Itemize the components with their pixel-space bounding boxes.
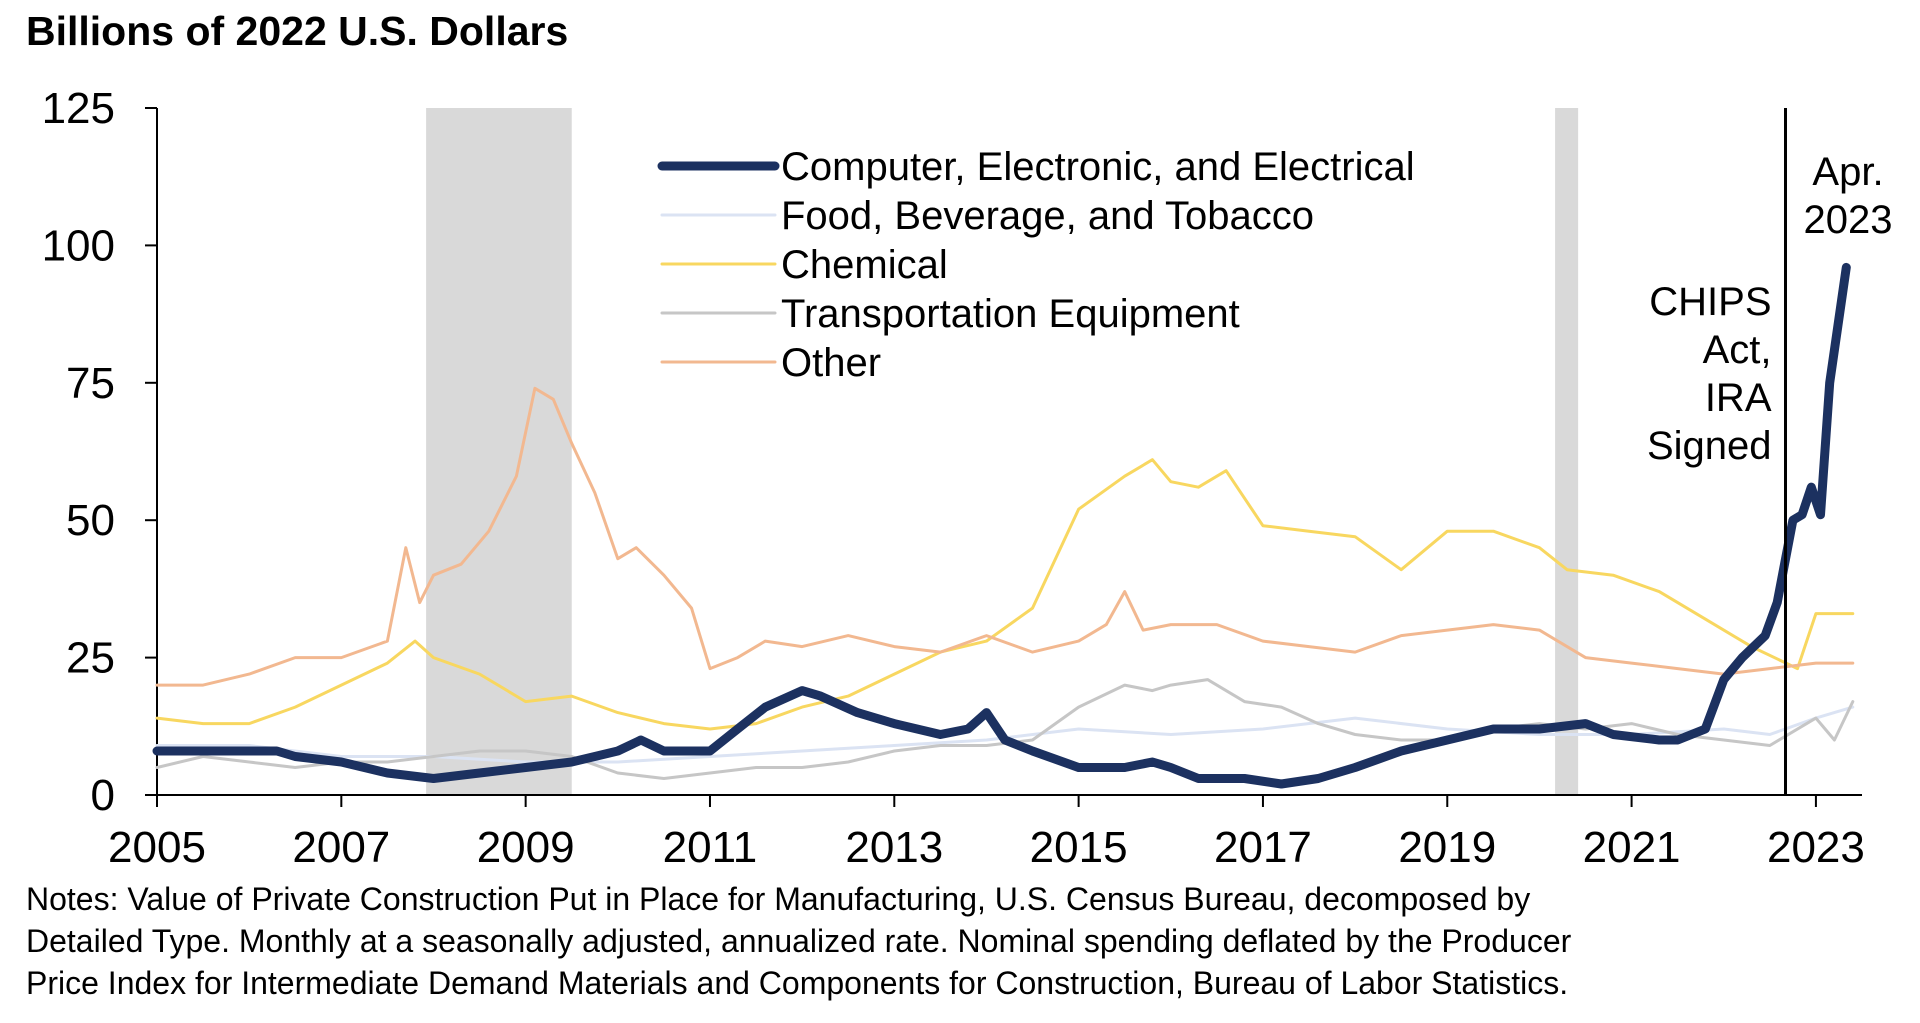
x-tick-label-2013: 2013: [845, 823, 943, 872]
y-tick-label-100: 100: [42, 221, 115, 270]
chart-notes: Notes: Value of Private Construction Put…: [26, 878, 1896, 1004]
chips-act-annotation-line-1: CHIPS: [1649, 280, 1771, 324]
x-tick-label-2017: 2017: [1214, 823, 1312, 872]
x-tick-label-2007: 2007: [292, 823, 390, 872]
latest-date-annotation-line-2: 2023: [1804, 198, 1893, 242]
y-tick-label-125: 125: [42, 84, 115, 133]
legend-label-chemical: Chemical: [781, 243, 948, 287]
recession-bands: [426, 108, 1579, 795]
x-tick-label-2015: 2015: [1030, 823, 1128, 872]
notes-line-2: Detailed Type. Monthly at a seasonally a…: [26, 923, 1572, 959]
y-tick-label-0: 0: [91, 771, 115, 820]
x-tick-label-2009: 2009: [477, 823, 575, 872]
y-tick-label-25: 25: [66, 634, 115, 683]
chips-act-annotation-line-2: Act,: [1703, 328, 1772, 372]
y-tick-labels: 0 25 50 75 100 125: [42, 84, 115, 820]
y-axis-title: Billions of 2022 U.S. Dollars: [26, 8, 569, 54]
x-tick-labels: 2005 2007 2009 2011 2013 2015 2017 2019 2021 2023: [108, 823, 1865, 872]
x-tick-label-2019: 2019: [1398, 823, 1496, 872]
x-tick-label-2023: 2023: [1767, 823, 1865, 872]
chips-act-annotation-line-4: Signed: [1647, 424, 1772, 468]
chips-act-annotation: CHIPS Act, IRA Signed: [1647, 280, 1772, 468]
x-tick-label-2011: 2011: [663, 823, 758, 872]
series-line-other: [155, 386, 1855, 687]
series-lines: [152, 262, 1855, 789]
notes-line-1: Notes: Value of Private Construction Put…: [26, 881, 1531, 917]
axes: [145, 107, 1862, 807]
recession-band-1: [426, 108, 572, 795]
latest-date-annotation-line-1: Apr.: [1812, 150, 1883, 194]
x-tick-label-2005: 2005: [108, 823, 206, 872]
y-tick-label-50: 50: [66, 496, 115, 545]
notes-line-3: Price Index for Intermediate Demand Mate…: [26, 965, 1569, 1001]
legend: Computer, Electronic, and Electrical Food…: [657, 145, 1415, 385]
series-line-computer-electronic-and-electrical: [152, 262, 1851, 789]
legend-label-transportation-equipment: Transportation Equipment: [781, 292, 1240, 336]
legend-label-computer-electronic-and-electrical: Computer, Electronic, and Electrical: [781, 145, 1415, 189]
recession-band-2: [1555, 108, 1579, 795]
latest-date-annotation: Apr. 2023: [1804, 150, 1893, 242]
x-tick-label-2021: 2021: [1583, 823, 1681, 872]
series-line-chemical: [155, 458, 1855, 731]
legend-label-food-beverage-and-tobacco: Food, Beverage, and Tobacco: [781, 194, 1314, 238]
legend-label-other: Other: [781, 341, 881, 385]
y-tick-label-75: 75: [66, 359, 115, 408]
chips-act-annotation-line-3: IRA: [1705, 376, 1772, 420]
annotations: CHIPS Act, IRA Signed Apr. 2023: [1647, 108, 1893, 795]
